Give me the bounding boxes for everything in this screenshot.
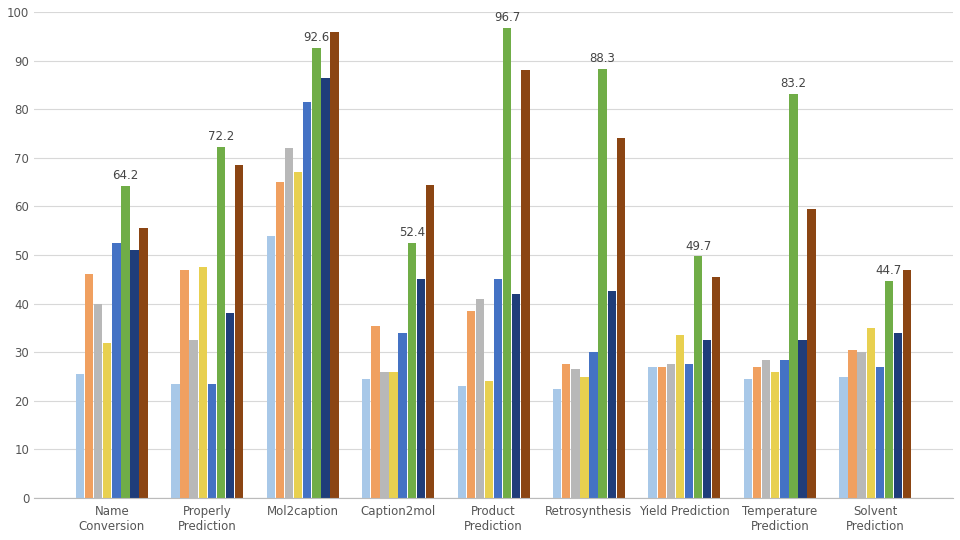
Bar	[467, 311, 475, 498]
Bar	[789, 93, 798, 498]
Text: 92.6: 92.6	[303, 31, 329, 44]
Bar	[571, 369, 580, 498]
Bar	[849, 350, 856, 498]
Bar	[894, 333, 902, 498]
Bar	[608, 292, 616, 498]
Bar	[103, 342, 111, 498]
Bar	[694, 256, 702, 498]
Text: 44.7: 44.7	[876, 264, 902, 277]
Bar	[503, 28, 512, 498]
Bar	[703, 340, 711, 498]
Bar	[398, 333, 407, 498]
Bar	[666, 364, 675, 498]
Text: 72.2: 72.2	[207, 130, 234, 143]
Bar	[139, 228, 148, 498]
Bar	[458, 386, 466, 498]
Bar	[425, 185, 434, 498]
Bar	[171, 384, 180, 498]
Bar	[207, 384, 216, 498]
Bar	[235, 165, 243, 498]
Bar	[744, 379, 753, 498]
Bar	[885, 281, 893, 498]
Bar	[330, 32, 339, 498]
Bar	[417, 279, 425, 498]
Bar	[226, 313, 234, 498]
Bar	[762, 360, 771, 498]
Text: 83.2: 83.2	[780, 77, 806, 90]
Bar	[476, 299, 484, 498]
Bar	[121, 186, 130, 498]
Bar	[84, 274, 93, 498]
Bar	[867, 328, 875, 498]
Bar	[648, 367, 657, 498]
Bar	[267, 235, 276, 498]
Bar	[131, 250, 139, 498]
Text: 49.7: 49.7	[684, 240, 711, 253]
Bar	[563, 364, 570, 498]
Bar	[876, 367, 884, 498]
Bar	[616, 138, 625, 498]
Bar	[839, 376, 848, 498]
Bar	[598, 69, 607, 498]
Text: 88.3: 88.3	[589, 52, 615, 65]
Text: 96.7: 96.7	[494, 11, 520, 24]
Bar	[94, 303, 103, 498]
Bar	[521, 70, 530, 498]
Bar	[112, 243, 121, 498]
Bar	[180, 269, 189, 498]
Text: 64.2: 64.2	[112, 169, 138, 182]
Bar	[312, 48, 321, 498]
Bar	[712, 277, 720, 498]
Bar	[753, 367, 761, 498]
Bar	[217, 147, 225, 498]
Bar	[380, 372, 389, 498]
Bar	[903, 269, 911, 498]
Bar	[589, 352, 598, 498]
Bar	[294, 172, 302, 498]
Bar	[857, 352, 866, 498]
Bar	[493, 279, 502, 498]
Bar	[799, 340, 806, 498]
Bar	[408, 244, 416, 498]
Bar	[390, 372, 397, 498]
Bar	[372, 326, 379, 498]
Bar	[189, 340, 198, 498]
Bar	[76, 374, 84, 498]
Text: 52.4: 52.4	[398, 226, 425, 239]
Bar	[780, 360, 788, 498]
Bar	[580, 376, 588, 498]
Bar	[676, 335, 684, 498]
Bar	[322, 78, 329, 498]
Bar	[285, 148, 293, 498]
Bar	[276, 182, 284, 498]
Bar	[684, 364, 693, 498]
Bar	[771, 372, 780, 498]
Bar	[485, 381, 493, 498]
Bar	[553, 389, 562, 498]
Bar	[658, 367, 666, 498]
Bar	[807, 209, 816, 498]
Bar	[362, 379, 371, 498]
Bar	[303, 102, 311, 498]
Bar	[512, 294, 520, 498]
Bar	[199, 267, 207, 498]
